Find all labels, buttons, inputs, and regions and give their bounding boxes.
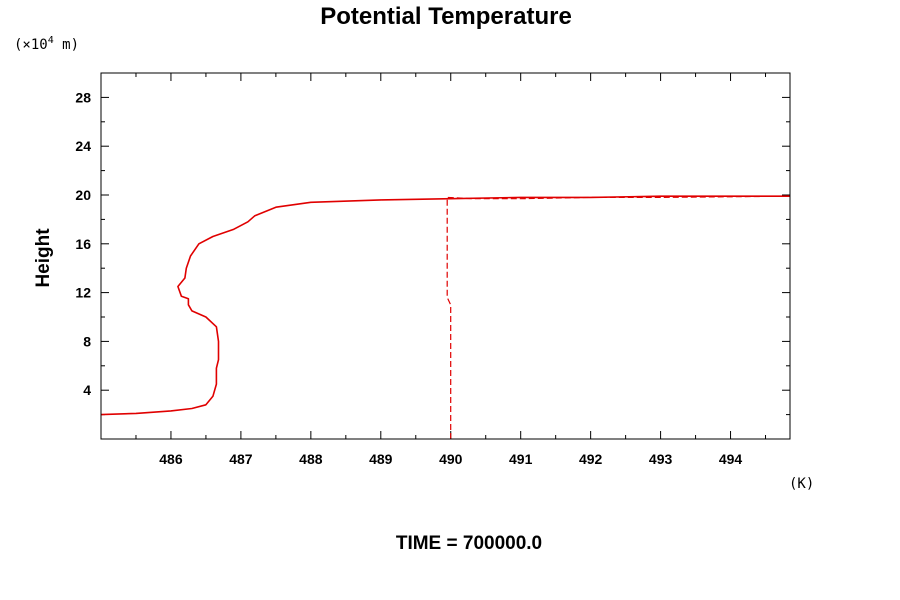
plot-frame (100, 72, 791, 440)
x-tick-label: 491 (509, 451, 533, 467)
y-tick-label: 12 (75, 285, 91, 301)
x-tick-label: 488 (299, 451, 323, 467)
y-axis-label: Height (33, 228, 54, 288)
plot-area (100, 195, 791, 439)
y-tick-label: 28 (75, 89, 91, 105)
x-tick-label: 489 (369, 451, 393, 467)
time-label: TIME = 700000.0 (396, 533, 542, 554)
y-tick-label: 20 (75, 187, 91, 203)
x-tick-label: 494 (719, 451, 743, 467)
y-unit-label: (×104 m) (14, 35, 79, 53)
chart-title: Potential Temperature (320, 3, 572, 30)
y-tick-label: 16 (75, 236, 91, 252)
y-tick-label: 4 (83, 382, 91, 398)
axis-ticks: 486 487 488 489 490 491 492 493 494 4 8 12 16 20 24 28 (75, 73, 790, 467)
x-tick-label: 487 (229, 451, 253, 467)
x-tick-label: 490 (439, 451, 463, 467)
x-tick-label: 493 (649, 451, 673, 467)
series-line-dashed (446, 195, 791, 439)
y-tick-label: 24 (75, 138, 91, 154)
x-tick-label: 486 (159, 451, 183, 467)
x-unit-label: (K) (789, 476, 814, 492)
series-line-solid (100, 195, 790, 416)
y-tick-label: 8 (83, 333, 91, 349)
x-tick-label: 492 (579, 451, 603, 467)
